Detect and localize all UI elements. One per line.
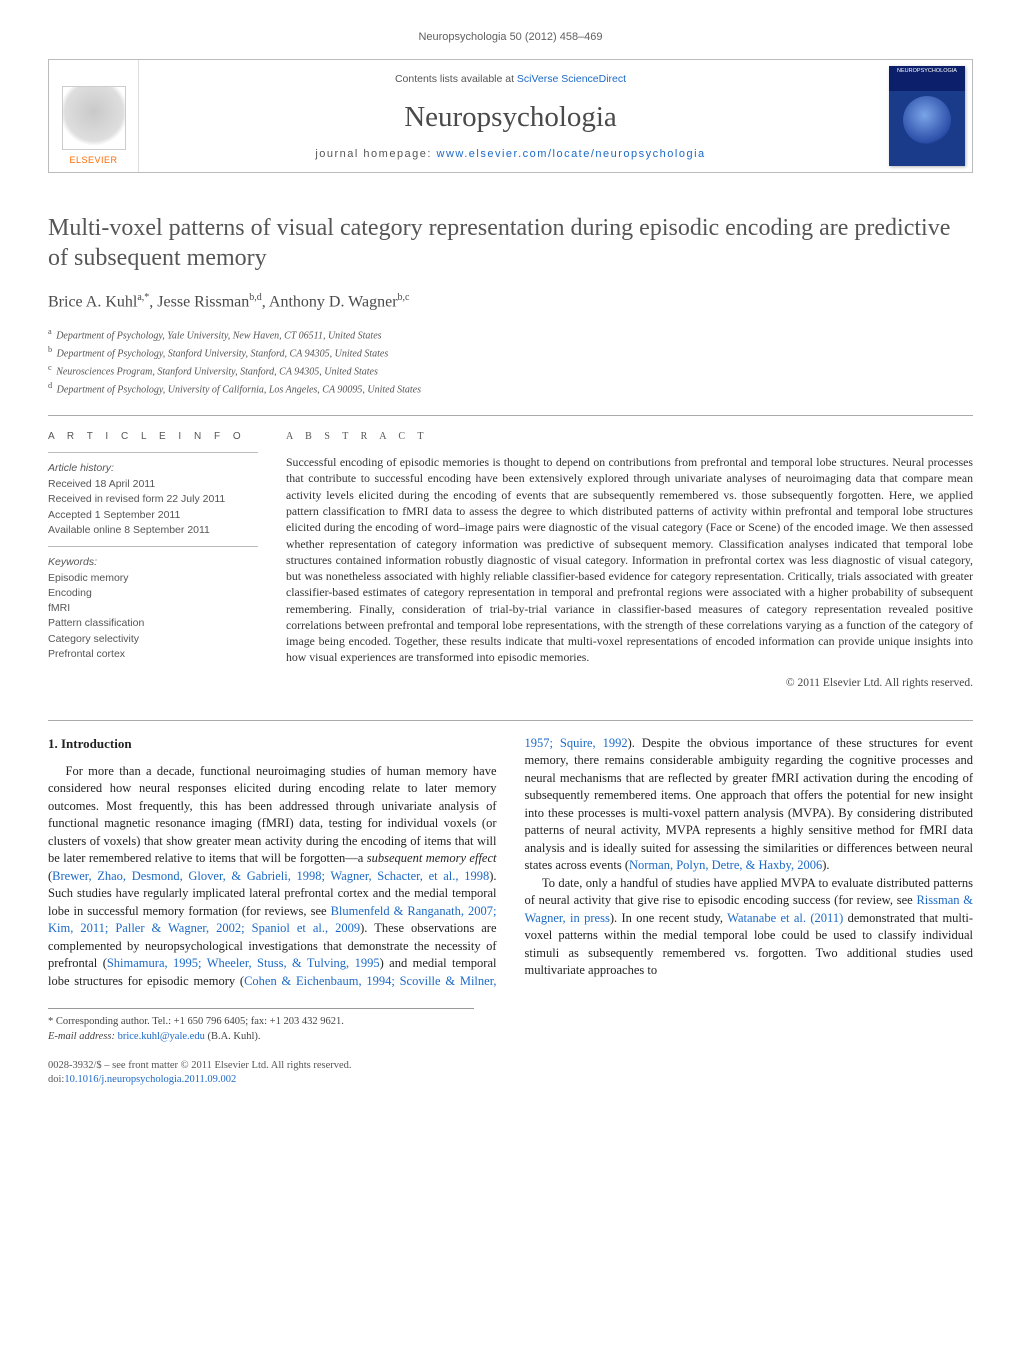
- author-3: Anthony D. Wagner: [269, 294, 398, 311]
- abstract-column: A B S T R A C T Successful encoding of e…: [286, 430, 973, 691]
- cover-label: NEUROPSYCHOLOGIA: [889, 68, 965, 76]
- citation-link[interactable]: Watanabe et al. (2011): [727, 911, 843, 925]
- rule-top: [48, 415, 973, 416]
- corr-author-line: * Corresponding author. Tel.: +1 650 796…: [48, 1015, 474, 1030]
- publisher-cell: ELSEVIER: [49, 60, 139, 172]
- article-info-column: A R T I C L E I N F O Article history: R…: [48, 430, 258, 691]
- affiliation-a: a Department of Psychology, Yale Univers…: [48, 326, 973, 344]
- citation-link[interactable]: Shimamura, 1995; Wheeler, Stuss, & Tulvi…: [107, 956, 380, 970]
- issn-copyright: 0028-3932/$ – see front matter © 2011 El…: [48, 1059, 973, 1074]
- body-text: 1. Introduction For more than a decade, …: [48, 735, 973, 991]
- abstract-text: Successful encoding of episodic memories…: [286, 454, 973, 665]
- author-2: Jesse Rissman: [157, 294, 249, 311]
- keyword: fMRI: [48, 601, 258, 616]
- email-link[interactable]: brice.kuhl@yale.edu: [118, 1031, 205, 1042]
- keyword: Category selectivity: [48, 632, 258, 647]
- author-1: Brice A. Kuhl: [48, 294, 137, 311]
- email-line: E-mail address: brice.kuhl@yale.edu (B.A…: [48, 1030, 474, 1045]
- history-item: Available online 8 September 2011: [48, 523, 258, 538]
- history-item: Received 18 April 2011: [48, 477, 258, 492]
- homepage-prefix: journal homepage:: [315, 148, 436, 160]
- rule-bottom: [48, 720, 973, 721]
- keyword: Encoding: [48, 586, 258, 601]
- keyword: Episodic memory: [48, 571, 258, 586]
- journal-reference: Neuropsychologia 50 (2012) 458–469: [48, 30, 973, 45]
- contents-prefix: Contents lists available at: [395, 73, 517, 85]
- authors-line: Brice A. Kuhla,*, Jesse Rissmanb,d, Anth…: [48, 291, 973, 314]
- affiliations: a Department of Psychology, Yale Univers…: [48, 326, 973, 397]
- front-matter-meta: 0028-3932/$ – see front matter © 2011 El…: [48, 1059, 973, 1088]
- journal-name: Neuropsychologia: [147, 97, 874, 138]
- keyword: Pattern classification: [48, 616, 258, 631]
- info-rule-2: [48, 546, 258, 547]
- keywords-label: Keywords:: [48, 555, 258, 570]
- cover-brain-icon: [903, 96, 951, 144]
- affiliation-d: d Department of Psychology, University o…: [48, 380, 973, 398]
- keyword: Prefrontal cortex: [48, 647, 258, 662]
- citation-link[interactable]: Brewer, Zhao, Desmond, Glover, & Gabriel…: [52, 869, 489, 883]
- author-1-markers: a,*: [137, 292, 149, 303]
- abstract-label: A B S T R A C T: [286, 430, 973, 444]
- affiliation-b: b Department of Psychology, Stanford Uni…: [48, 344, 973, 362]
- sciencedirect-link[interactable]: SciVerse ScienceDirect: [517, 73, 626, 85]
- article-title: Multi-voxel patterns of visual category …: [48, 213, 973, 273]
- author-2-markers: b,d: [249, 292, 262, 303]
- doi-line: doi:10.1016/j.neuropsychologia.2011.09.0…: [48, 1073, 973, 1088]
- abstract-copyright: © 2011 Elsevier Ltd. All rights reserved…: [286, 676, 973, 692]
- history-list: Received 18 April 2011 Received in revis…: [48, 477, 258, 538]
- article-info-label: A R T I C L E I N F O: [48, 430, 258, 444]
- header-center: Contents lists available at SciVerse Sci…: [139, 60, 882, 172]
- journal-header-box: ELSEVIER Contents lists available at Sci…: [48, 59, 973, 173]
- homepage-line: journal homepage: www.elsevier.com/locat…: [147, 147, 874, 162]
- elsevier-tree-icon: [62, 86, 126, 150]
- section-heading-1: 1. Introduction: [48, 735, 497, 753]
- journal-cover-icon: NEUROPSYCHOLOGIA: [889, 66, 965, 166]
- history-label: Article history:: [48, 461, 258, 476]
- keywords-list: Episodic memory Encoding fMRI Pattern cl…: [48, 571, 258, 662]
- contents-lists-line: Contents lists available at SciVerse Sci…: [147, 72, 874, 87]
- history-item: Accepted 1 September 2011: [48, 508, 258, 523]
- doi-link[interactable]: 10.1016/j.neuropsychologia.2011.09.002: [64, 1074, 236, 1085]
- cover-cell: NEUROPSYCHOLOGIA: [882, 60, 972, 172]
- history-item: Received in revised form 22 July 2011: [48, 492, 258, 507]
- body-para-2: To date, only a handful of studies have …: [525, 875, 974, 980]
- sme-emphasis: subsequent memory effect: [367, 851, 497, 865]
- corresponding-author-footnote: * Corresponding author. Tel.: +1 650 796…: [48, 1008, 474, 1044]
- author-3-markers: b,c: [398, 292, 410, 303]
- publisher-label: ELSEVIER: [69, 154, 117, 167]
- citation-link[interactable]: Norman, Polyn, Detre, & Haxby, 2006: [629, 858, 822, 872]
- info-abstract-row: A R T I C L E I N F O Article history: R…: [48, 430, 973, 691]
- info-rule-1: [48, 452, 258, 453]
- affiliation-c: c Neurosciences Program, Stanford Univer…: [48, 362, 973, 380]
- homepage-link[interactable]: www.elsevier.com/locate/neuropsychologia: [437, 148, 706, 160]
